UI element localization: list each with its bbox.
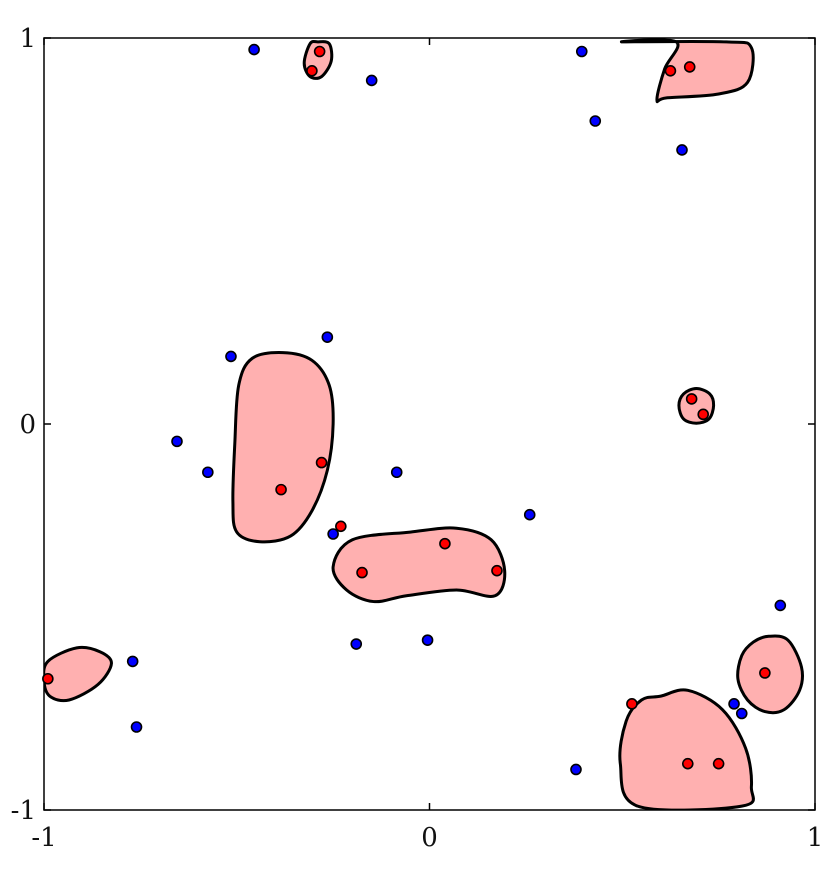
blue-point	[728, 698, 740, 710]
blue-point	[126, 655, 139, 668]
blue-point	[365, 74, 378, 87]
red-point	[335, 520, 347, 533]
blue-point	[589, 115, 602, 127]
tick-labels: -1 0 1 -1 0 1	[11, 24, 824, 853]
x-tick-label: -1	[31, 823, 56, 853]
blue-point	[321, 331, 334, 343]
blue-point	[575, 45, 588, 58]
x-tick-label: 0	[421, 823, 438, 853]
blue-point	[202, 466, 214, 479]
region-small-circle	[677, 386, 716, 425]
region-left-edge	[44, 645, 113, 703]
red-point	[681, 757, 694, 770]
blue-point	[390, 466, 403, 479]
red-point	[759, 667, 771, 679]
red-point	[42, 672, 54, 685]
region-center-left	[231, 351, 335, 544]
blue-point	[676, 144, 688, 156]
blue-point	[327, 528, 339, 540]
regions-layer	[44, 38, 805, 810]
red-point	[697, 408, 710, 421]
red-point	[712, 757, 725, 770]
x-tick-label: 1	[807, 823, 824, 853]
red-point	[313, 45, 326, 58]
blue-point	[570, 763, 582, 776]
ticks-layer	[43, 37, 816, 811]
y-tick-label: -1	[11, 796, 36, 826]
blue-point	[130, 721, 143, 733]
blue-point	[171, 435, 183, 448]
red-point	[306, 65, 318, 77]
y-tick-label: 0	[19, 410, 36, 440]
red-point	[491, 564, 503, 577]
blue-point	[225, 350, 237, 363]
blue-point	[350, 638, 363, 650]
points-layer	[42, 43, 787, 776]
red-point	[664, 65, 677, 77]
blue-point	[735, 707, 748, 720]
blue-point	[774, 599, 787, 612]
red-point	[275, 483, 287, 496]
region-bottom-right-big	[618, 688, 755, 810]
red-point	[685, 393, 698, 405]
blue-point	[248, 43, 260, 56]
y-tick-label: 1	[19, 24, 36, 54]
red-point	[315, 456, 328, 469]
red-point	[439, 537, 451, 550]
blue-point	[421, 634, 434, 646]
red-point	[356, 566, 368, 579]
blue-point	[523, 508, 536, 521]
region-center-band	[331, 526, 507, 604]
red-point	[683, 61, 696, 73]
red-point	[626, 698, 638, 710]
